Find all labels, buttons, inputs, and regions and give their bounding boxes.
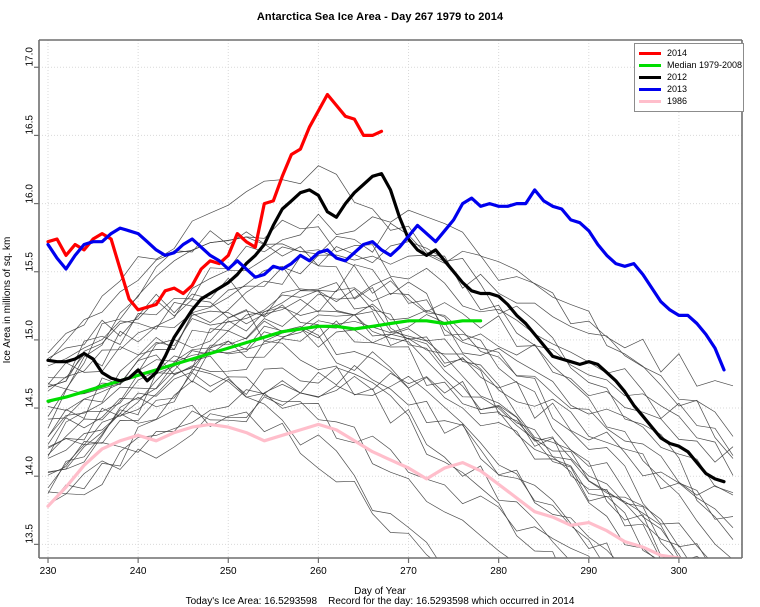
background-year-line [47,241,732,558]
background-year-lines [47,165,734,558]
background-year-line [47,299,569,558]
legend-swatch-icon [639,87,661,91]
background-year-line [47,372,680,558]
background-year-line [47,236,734,496]
background-year-line [47,265,688,558]
background-year-line [47,314,734,494]
x-axis-label: Day of Year [354,586,406,597]
series-line-median-1979-2008 [46,319,483,403]
legend-label: 2014 [667,48,688,58]
x-tick-label-230: 230 [39,566,57,577]
legend-swatch-icon [639,63,661,67]
series-line-2012 [46,172,726,484]
background-year-line [47,303,734,463]
legend-entry-2012[interactable]: 2012 [639,71,739,83]
background-year-line [47,290,734,520]
background-year-line [47,254,734,437]
background-year-line [47,219,734,456]
legend-entry-2014[interactable]: 2014 [639,47,739,59]
x-tick-label-280: 280 [490,566,507,577]
legend-label: Median 1979-2008 [667,60,743,70]
background-year-line [47,327,701,558]
background-year-line [47,276,709,558]
legend-label: 2013 [667,84,688,94]
footer-gap [317,596,328,607]
background-year-line [47,368,591,558]
highlighted-series [46,92,726,558]
background-year-line [47,264,682,558]
x-tick-label-240: 240 [129,566,147,577]
legend-entry-1986[interactable]: 1986 [639,95,739,107]
series-line-2014 [46,92,384,312]
background-year-line [47,365,615,558]
x-tick-label-290: 290 [580,566,598,577]
axis-frame [34,39,743,563]
background-year-line [47,222,734,387]
background-year-line [47,288,655,558]
background-year-line [47,287,734,476]
x-tick-label-250: 250 [219,566,237,577]
background-year-line [47,320,667,558]
gridlines [39,40,742,558]
background-year-line [47,404,432,558]
legend-swatch-icon [639,99,661,103]
background-year-line [47,367,556,558]
chart-title: Antarctica Sea Ice Area - Day 267 1979 t… [256,11,504,23]
record-for-day: Record for the day: 16.5293598 which occ… [328,596,575,607]
chart-legend: 2014 Median 1979-2008 2012 2013 1986 [634,43,744,112]
legend-swatch-icon [639,75,661,79]
legend-entry-median-1979-2008[interactable]: Median 1979-2008 [639,59,743,71]
legend-label: 1986 [667,96,688,106]
background-year-line [47,209,734,459]
x-tick-label-300: 300 [670,566,688,577]
series-line-2013 [46,188,726,372]
legend-entry-2013[interactable]: 2013 [639,83,739,95]
background-year-line [47,314,734,529]
series-line-1986 [46,422,685,558]
background-year-line [47,355,438,558]
background-year-line [47,325,707,558]
background-year-line [47,230,661,558]
footer-status: Today's Ice Area: 16.5293598 Record for … [0,596,760,607]
background-year-line [47,165,734,540]
legend-swatch-icon [639,51,661,55]
background-year-line [47,372,510,558]
x-tick-label-260: 260 [310,566,327,577]
background-year-line [47,375,601,558]
todays-ice-area: Today's Ice Area: 16.5293598 [185,596,318,607]
background-year-line [47,277,614,558]
legend-label: 2012 [667,72,688,82]
x-tick-label-270: 270 [400,566,417,577]
